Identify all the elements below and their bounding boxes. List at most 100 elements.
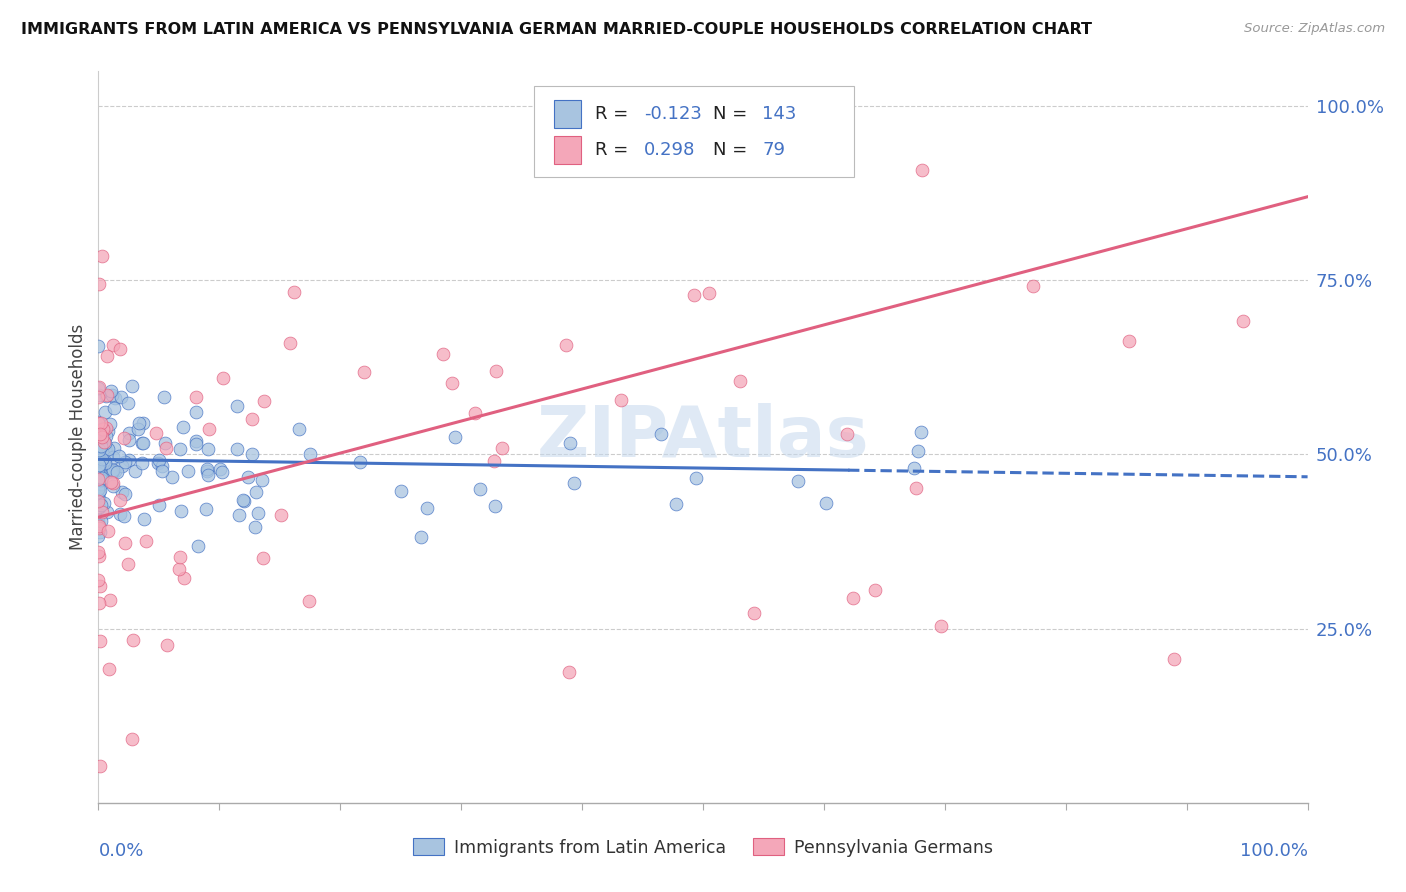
Point (87, 443, 110, 458)
Point (105, 465, 128, 479)
Point (173, 571, 195, 585)
Text: N =: N = (713, 104, 752, 123)
Point (117, 557, 139, 571)
Point (865, 583, 887, 598)
Point (87, 462, 110, 476)
Point (297, 594, 319, 608)
Point (93, 436, 115, 450)
Point (89, 427, 111, 442)
Point (121, 379, 143, 393)
Point (101, 450, 124, 464)
Point (108, 450, 131, 464)
Point (145, 426, 167, 441)
Point (1232, 313, 1254, 327)
Point (96, 504, 118, 518)
Point (96, 421, 118, 435)
Point (87, 521, 110, 535)
Point (153, 390, 176, 404)
Point (299, 447, 322, 461)
Point (103, 401, 125, 415)
Point (94, 389, 117, 403)
Point (87, 494, 110, 508)
Point (96, 524, 118, 538)
Point (100, 465, 122, 479)
Point (93, 423, 115, 437)
Point (118, 433, 141, 447)
Point (112, 508, 135, 523)
Point (389, 484, 412, 499)
Point (240, 412, 263, 426)
Point (177, 465, 200, 479)
Point (121, 731, 143, 746)
Bar (554, 100, 581, 128)
Point (96, 429, 118, 443)
Point (87, 460, 110, 475)
Text: 100.0%: 100.0% (1240, 842, 1308, 860)
Point (114, 536, 136, 550)
Point (167, 562, 190, 576)
Point (728, 374, 751, 388)
Point (197, 442, 219, 456)
Point (89, 484, 111, 499)
Point (238, 469, 260, 483)
Point (195, 464, 218, 478)
Point (484, 499, 506, 513)
Point (470, 482, 492, 496)
Point (929, 618, 952, 632)
Point (186, 539, 208, 553)
Point (252, 551, 274, 566)
Point (90, 466, 112, 480)
Point (90, 454, 112, 468)
Point (101, 388, 124, 402)
Point (101, 463, 124, 477)
Point (90, 433, 112, 447)
Point (131, 436, 153, 450)
Point (153, 435, 176, 450)
Point (87, 464, 110, 478)
Point (90, 417, 112, 431)
Point (440, 376, 463, 390)
Point (103, 338, 125, 352)
Point (650, 427, 672, 442)
Point (353, 365, 375, 379)
Point (349, 455, 371, 469)
Point (1021, 279, 1043, 293)
Point (697, 286, 720, 301)
Point (96, 388, 118, 402)
Point (90, 514, 112, 528)
Point (94, 450, 117, 465)
Point (128, 416, 150, 430)
Y-axis label: Married-couple Households: Married-couple Households (69, 324, 87, 550)
Point (232, 494, 254, 508)
Point (127, 422, 149, 436)
Point (94, 442, 117, 457)
Point (148, 453, 170, 467)
Point (555, 338, 578, 352)
Point (225, 399, 247, 413)
Point (491, 441, 513, 455)
Point (148, 498, 170, 512)
Point (111, 458, 134, 473)
Point (146, 456, 169, 470)
Point (186, 405, 208, 419)
Point (250, 473, 273, 487)
Point (232, 492, 254, 507)
Point (90, 434, 112, 449)
Point (87, 339, 110, 353)
Point (485, 364, 508, 378)
Point (610, 392, 633, 407)
Point (117, 396, 139, 410)
Point (186, 437, 208, 451)
Point (211, 466, 233, 480)
Point (195, 462, 218, 476)
FancyBboxPatch shape (534, 86, 855, 178)
Point (91, 471, 114, 485)
Point (97, 663, 120, 677)
Text: R =: R = (595, 141, 634, 159)
Point (90, 498, 112, 512)
Point (195, 502, 218, 516)
Point (87, 500, 110, 514)
Point (103, 442, 125, 456)
Point (132, 416, 155, 430)
Point (89, 579, 111, 593)
